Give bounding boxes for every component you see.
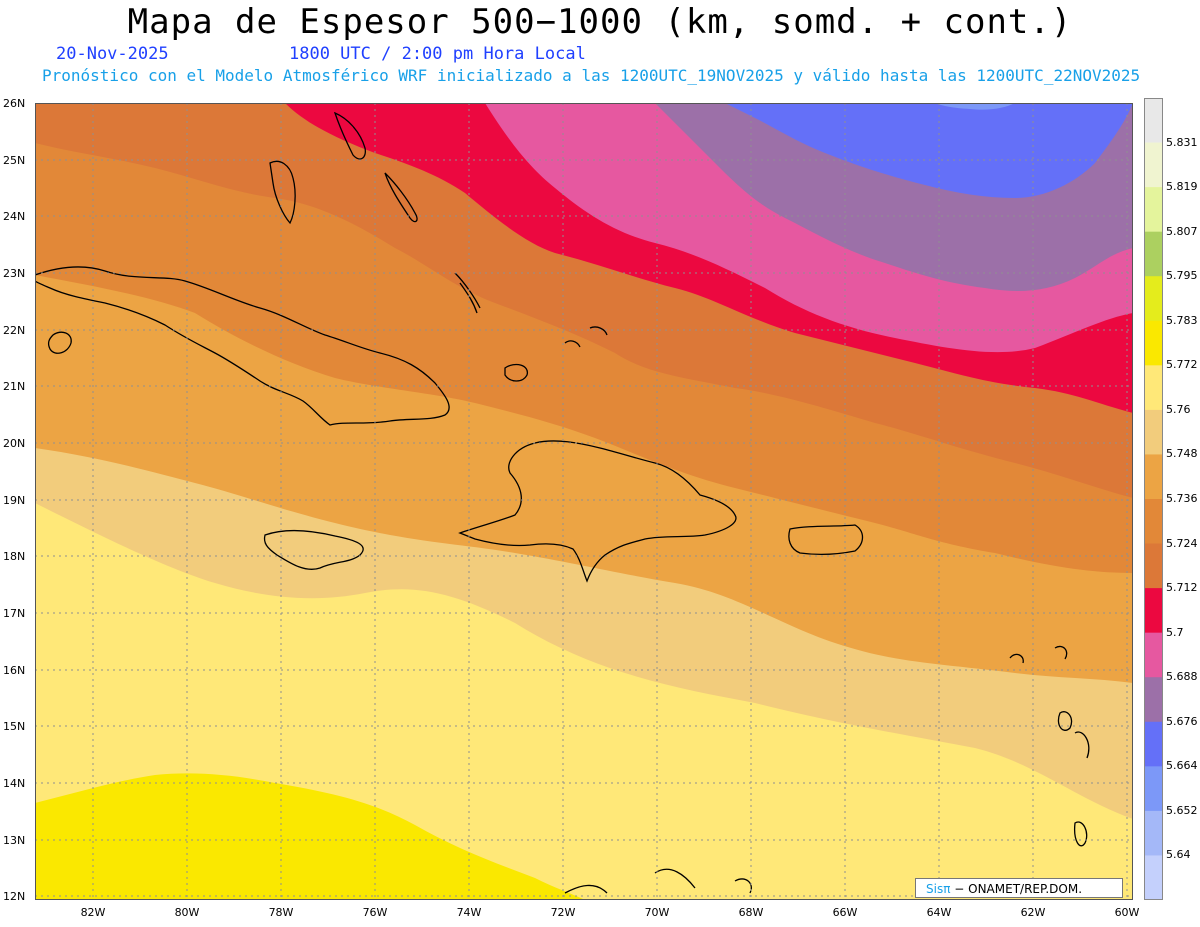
hispaniola-coastline	[458, 440, 737, 583]
lon-label: 74W	[456, 906, 482, 919]
colorbar-segment	[1144, 320, 1163, 366]
colorbar-label: 5.736	[1166, 492, 1198, 505]
cuba-coastline	[35, 266, 450, 426]
lon-label: 62W	[1020, 906, 1046, 919]
bahamas-inagua	[504, 363, 528, 382]
colorbar-label: 5.783	[1166, 313, 1198, 327]
bahamas-eleuthera	[384, 172, 418, 223]
colorbar-segment	[1144, 187, 1163, 233]
colorbar-segment	[1144, 499, 1163, 545]
colorbar-label: 5.772	[1166, 358, 1198, 372]
lon-label: 78W	[268, 906, 294, 919]
lon-label: 64W	[926, 906, 952, 919]
lat-label: 21N	[3, 380, 26, 393]
colorbar-segment	[1144, 98, 1163, 144]
lat-label: 14N	[3, 777, 26, 790]
bahamas-abaco	[333, 111, 366, 160]
lat-label: 19N	[3, 494, 26, 507]
colorbar	[1144, 98, 1163, 900]
lon-label: 76W	[362, 906, 388, 919]
thickness-map	[35, 103, 1133, 900]
map-title: Mapa de Espesor 500−1000 (km, somd. + co…	[127, 2, 1073, 42]
gridlines	[35, 103, 1133, 900]
colorbar-segment	[1144, 231, 1163, 277]
colorbar-segment	[1144, 632, 1163, 678]
colorbar-label: 5.7	[1166, 625, 1184, 639]
lat-label: 24N	[3, 210, 26, 223]
jamaica-coastline	[263, 529, 364, 570]
credit-box: Sisπ − ONAMET/REP.DOM.	[915, 878, 1123, 898]
colorbar-segment	[1144, 276, 1163, 322]
lat-label: 16N	[3, 664, 26, 677]
lon-label: 60W	[1114, 906, 1140, 919]
band-5664	[725, 103, 1133, 198]
lon-label: 68W	[738, 906, 764, 919]
colorbar-segment	[1144, 677, 1163, 723]
lat-label: 26N	[3, 97, 26, 110]
colorbar-segment	[1144, 365, 1163, 411]
colorbar-segment	[1144, 142, 1163, 188]
lat-label: 20N	[3, 437, 26, 450]
lat-label: 13N	[3, 834, 26, 847]
lat-label: 17N	[3, 607, 26, 620]
isla-juventud-coastline	[47, 331, 72, 354]
turks-caicos	[564, 326, 608, 348]
band-5784	[35, 773, 585, 900]
model-info: Pronóstico con el Modelo Atmosférico WRF…	[42, 66, 1141, 85]
colorbar-segment	[1144, 766, 1163, 812]
lon-label: 66W	[832, 906, 858, 919]
colorbar-label: 5.724	[1166, 536, 1198, 550]
lat-label: 25N	[3, 154, 26, 167]
lon-label: 72W	[550, 906, 576, 919]
colorbar-segment	[1144, 454, 1163, 500]
lon-label: 70W	[644, 906, 670, 919]
lat-label: 12N	[3, 890, 26, 903]
colorbar-segment	[1144, 721, 1163, 767]
lat-label: 23N	[3, 267, 26, 280]
lat-label: 22N	[3, 324, 26, 337]
colorbar-label: 5.688	[1166, 670, 1198, 684]
valid-date: 20-Nov-2025	[56, 44, 169, 64]
colorbar-label: 5.676	[1166, 714, 1198, 728]
colorbar-label: 5.819	[1166, 180, 1198, 194]
valid-time: 1800 UTC / 2:00 pm Hora Local	[289, 44, 586, 64]
colorbar-label: 5.807	[1166, 224, 1198, 238]
colorbar-label: 5.748	[1166, 447, 1198, 461]
colorbar-label: 5.652	[1166, 803, 1198, 817]
colorbar-label: 5.64	[1166, 848, 1191, 862]
lon-label: 80W	[174, 906, 200, 919]
colorbar-label: 5.712	[1166, 581, 1198, 595]
colorbar-segment	[1144, 543, 1163, 589]
colorbar-segment	[1144, 810, 1163, 856]
colorbar-label: 5.795	[1166, 269, 1198, 283]
puerto-rico-coastline	[788, 524, 864, 555]
credit-org: − ONAMET/REP.DOM.	[954, 882, 1083, 896]
coastlines	[35, 111, 1090, 896]
lesser-antilles	[1009, 645, 1090, 896]
colorbar-segment	[1144, 588, 1163, 634]
colorbar-segment	[1144, 855, 1163, 900]
credit-brand: Sisπ	[926, 882, 951, 896]
lat-label: 18N	[3, 550, 26, 563]
colorbar-segment	[1144, 409, 1163, 455]
colorbar-label: 5.831	[1166, 135, 1198, 149]
lon-label: 82W	[80, 906, 106, 919]
bahamas-andros	[269, 160, 296, 225]
band-5652	[935, 103, 1015, 110]
colorbar-label: 5.664	[1166, 759, 1198, 773]
lat-label: 15N	[3, 720, 26, 733]
colorbar-label: 5.76	[1166, 402, 1191, 416]
